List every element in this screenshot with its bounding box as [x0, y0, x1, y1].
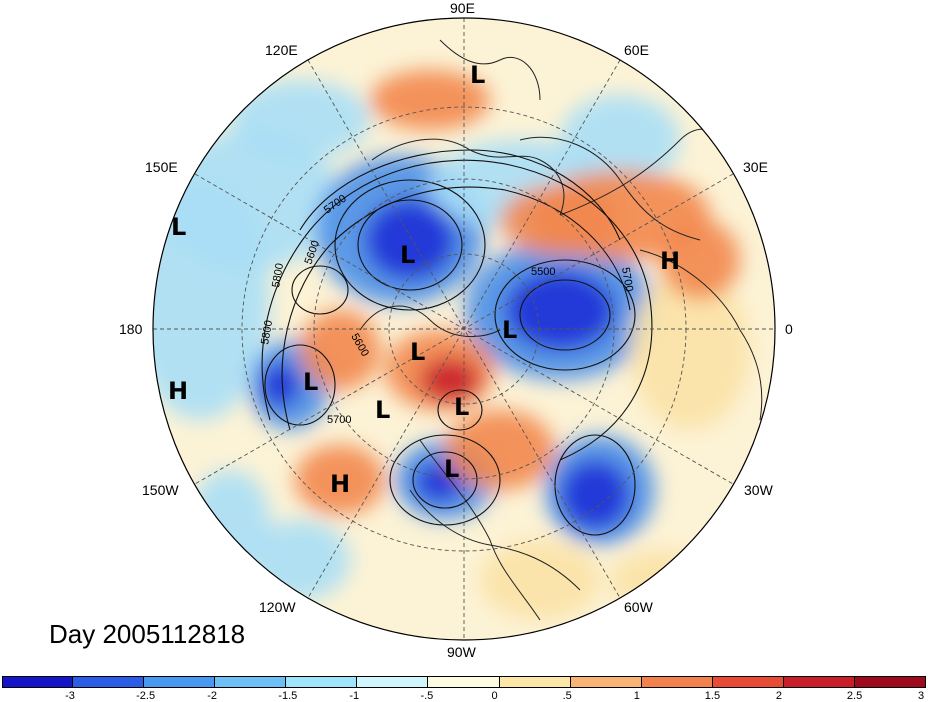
colorbar-tick-label: 1	[633, 690, 640, 702]
coastlines	[359, 39, 763, 621]
colorbar-tick-label: 2	[775, 690, 782, 702]
colorbar-swatch	[73, 676, 145, 688]
low-pressure-label: L	[454, 393, 470, 421]
map-boundary	[152, 17, 776, 641]
colorbar-swatch	[428, 676, 500, 688]
colorbar-tick-label: -1.5	[278, 690, 298, 702]
anomaly-region	[295, 445, 385, 515]
low-pressure-label: L	[400, 241, 416, 269]
low-pressure-label: L	[470, 61, 486, 89]
low-pressure-label: L	[375, 396, 391, 424]
colorbar-tick-label: -.5	[420, 690, 434, 702]
anomaly-region	[480, 540, 600, 620]
lon-label-180: 180	[119, 321, 143, 337]
anomaly-region	[153, 180, 270, 420]
lon-label-90w: 90W	[447, 644, 476, 660]
lon-label-30e: 30E	[743, 159, 768, 175]
contour-label-5800-a: 5800	[270, 262, 286, 288]
anomaly-region	[415, 462, 465, 502]
colorbar-swatch	[286, 676, 358, 688]
contour-label-5800-b: 5800	[259, 319, 275, 345]
lon-label-60e: 60E	[624, 42, 649, 58]
colorbar-swatch	[641, 676, 713, 688]
colorbar-swatch	[570, 676, 642, 688]
anomaly-region	[190, 470, 270, 570]
contour-label-5700-b: 5700	[619, 266, 635, 292]
anomaly-region	[365, 200, 455, 280]
anomaly-region	[660, 220, 740, 300]
anomaly-region	[230, 80, 370, 160]
graticule	[153, 18, 775, 640]
colorbar-swatch	[2, 676, 74, 688]
anomaly-region	[560, 460, 630, 530]
colorbar-swatch	[712, 676, 784, 688]
colorbar-swatch	[854, 676, 926, 688]
colorbar-tick-label: 0	[491, 690, 498, 702]
contour-label-5500: 5500	[531, 266, 555, 278]
contour-label-5700-c: 5700	[327, 414, 351, 426]
anomaly-region	[370, 70, 490, 130]
lon-label-120e: 120E	[265, 42, 298, 58]
colorbar-tick-label: -2	[207, 690, 217, 702]
lon-label-0: 0	[785, 321, 793, 337]
colorbar-tick-label: -3	[65, 690, 75, 702]
colorbar-swatch	[215, 676, 287, 688]
low-pressure-label: L	[410, 338, 426, 366]
low-pressure-label: L	[303, 368, 319, 396]
colorbar-swatch	[499, 676, 571, 688]
high-pressure-label: H	[660, 247, 681, 275]
colorbar-swatch	[144, 676, 216, 688]
colorbar: -3 -2.5 -2 -1.5 -1 -.5 0 .5 1 1.5 2 2.5 3	[0, 676, 928, 702]
anomaly-region	[500, 185, 620, 255]
lon-label-90e: 90E	[450, 0, 475, 16]
colorbar-tick-label: 1.5	[704, 690, 721, 702]
colorbar-tick-label: 3	[918, 690, 925, 702]
colorbar-tick-label: 2.5	[846, 690, 863, 702]
anomaly-region	[630, 270, 750, 430]
anomaly-region	[560, 95, 680, 185]
anomaly-region	[445, 410, 555, 490]
high-pressure-label: H	[330, 470, 351, 498]
contour-lines	[261, 149, 653, 536]
lon-label-120w: 120W	[259, 599, 296, 615]
low-pressure-label: L	[171, 213, 187, 241]
colorbar-tick-label: -1	[349, 690, 360, 702]
anomaly-region	[260, 363, 300, 407]
colorbar-tick-label: .5	[562, 690, 572, 702]
colorbar-swatch	[783, 676, 855, 688]
lon-label-60w: 60W	[624, 599, 653, 615]
map-title: Day 2005112818	[49, 619, 246, 649]
lon-label-30w: 30W	[744, 482, 773, 498]
lon-label-150w: 150W	[142, 482, 179, 498]
low-pressure-label: L	[502, 316, 518, 344]
high-pressure-label: H	[168, 377, 189, 405]
colorbar-tick-label: -2.5	[136, 690, 156, 702]
colorbar-swatch	[357, 676, 429, 688]
low-pressure-label: L	[444, 455, 460, 483]
lon-label-150e: 150E	[145, 159, 178, 175]
